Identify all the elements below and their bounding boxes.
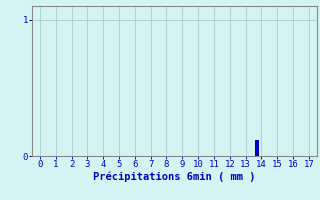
X-axis label: Précipitations 6min ( mm ): Précipitations 6min ( mm ): [93, 172, 256, 182]
Bar: [255, 140, 260, 156]
